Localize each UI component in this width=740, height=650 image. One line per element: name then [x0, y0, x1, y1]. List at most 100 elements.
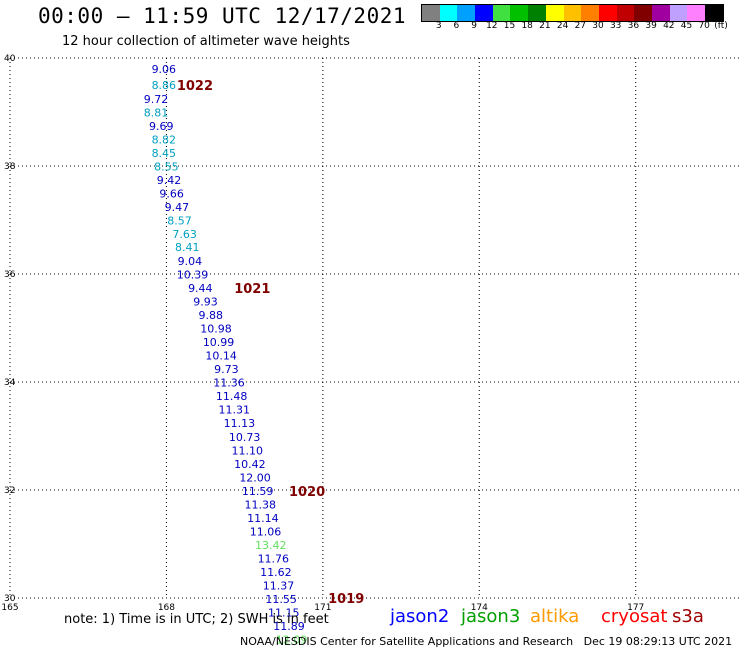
- scale-label: 39: [645, 21, 657, 31]
- scale-label: 15: [503, 21, 516, 31]
- wave-height-label: 8.57: [167, 215, 192, 228]
- wave-height-label: 9.47: [165, 201, 190, 214]
- wave-height-label: 8.45: [152, 147, 177, 160]
- scale-label: 45: [680, 21, 693, 31]
- wave-height-label: 10.73: [229, 431, 261, 444]
- chart-subtitle: 12 hour collection of altimeter wave hei…: [62, 34, 350, 49]
- wave-height-label: 10.99: [203, 336, 235, 349]
- y-tick-label: 40: [4, 54, 16, 64]
- color-scale-labels: 3 6 9 12 15 18 21 24 27 30 33 36 39 42 45 70 (ft): [421, 21, 740, 33]
- wave-height-label: 11.55: [265, 593, 297, 606]
- wave-height-label: 11.38: [245, 499, 277, 512]
- wave-height-label: 8.55: [154, 161, 179, 174]
- wave-height-label: 11.31: [218, 404, 250, 417]
- wave-height-label: 10.39: [177, 269, 209, 282]
- wave-height-label: 11.89: [273, 620, 305, 633]
- scale-swatch: [510, 5, 529, 21]
- scale-label: 9: [471, 21, 477, 31]
- scale-label: 12: [486, 21, 498, 31]
- wave-height-label: 9.44: [188, 282, 213, 295]
- scale-swatch: [475, 5, 493, 21]
- wave-height-label: 9.04: [178, 255, 203, 268]
- scale-swatch: [528, 5, 546, 21]
- x-tick-label: 174: [471, 603, 488, 613]
- scale-label: 18: [521, 21, 533, 31]
- scale-swatch: [634, 5, 652, 21]
- y-tick-label: 30: [4, 594, 16, 604]
- x-tick-label: 177: [627, 603, 644, 613]
- scale-unit: (ft): [714, 21, 728, 31]
- satellite-legend-item: s3a: [672, 606, 704, 627]
- wave-height-label: 7.63: [172, 228, 197, 241]
- wave-height-label: 10.42: [234, 458, 266, 471]
- wave-height-label: 13.42: [255, 539, 287, 552]
- scale-swatch: [492, 5, 511, 21]
- satellite-legend-item: altika: [530, 606, 580, 627]
- y-tick-label: 36: [4, 270, 16, 280]
- wave-height-label: 8.86: [152, 79, 177, 92]
- y-tick-label: 34: [4, 378, 16, 388]
- wave-height-label: 9.72: [144, 93, 169, 106]
- scale-label: 30: [592, 21, 604, 31]
- time-marker-label: 1022: [177, 79, 213, 94]
- scale-swatch: [439, 5, 458, 21]
- credit-line: NOAA/NESDIS Center for Satellite Applica…: [240, 635, 733, 648]
- wave-height-label: 11.76: [258, 553, 290, 566]
- x-tick-label: 165: [1, 603, 18, 613]
- scale-swatch: [651, 5, 670, 21]
- wave-height-label: 11.14: [247, 512, 279, 525]
- wave-height-label: 10.14: [205, 350, 237, 363]
- scale-swatch: [545, 5, 564, 21]
- wave-height-label: 12.09: [276, 634, 308, 647]
- scale-label: 24: [556, 21, 569, 31]
- scale-label: 70: [698, 21, 710, 31]
- time-marker-label: 1021: [234, 282, 270, 297]
- scale-swatch: [422, 5, 440, 21]
- wave-height-label: 8.41: [175, 241, 200, 254]
- scale-label: 21: [539, 21, 551, 31]
- scale-swatch: [669, 5, 688, 21]
- x-tick-label: 168: [158, 603, 175, 613]
- scale-label: 33: [609, 21, 622, 31]
- footnote: note: 1) Time is in UTC; 2) SWH is in fe…: [64, 612, 329, 627]
- wave-height-label: 10.98: [200, 323, 232, 336]
- y-tick-label: 38: [4, 162, 16, 172]
- satellite-legend-item: cryosat: [601, 606, 668, 627]
- y-tick-label: 32: [4, 486, 15, 496]
- time-marker-label: 1020: [289, 485, 325, 500]
- scale-swatch: [705, 5, 723, 21]
- wave-height-label: 11.48: [216, 390, 248, 403]
- satellite-legend-item: jason2: [390, 606, 450, 627]
- wave-height-label: 9.66: [159, 188, 184, 201]
- wave-height-label: 9.69: [149, 120, 174, 133]
- scale-swatch: [598, 5, 617, 21]
- scale-swatch: [563, 5, 582, 21]
- scale-label: 27: [574, 21, 587, 31]
- wave-height-label: 9.93: [193, 296, 218, 309]
- wave-height-label: 8.82: [152, 134, 177, 147]
- chart-title: 00:00 – 11:59 UTC 12/17/2021: [38, 4, 407, 28]
- scale-swatch: [687, 5, 705, 21]
- wave-height-label: 8.81: [144, 107, 169, 120]
- scale-swatch: [616, 5, 635, 21]
- color-scale-bar: [421, 4, 724, 22]
- scale-label: 3: [435, 21, 442, 31]
- scale-swatch: [581, 5, 599, 21]
- wave-height-label: 11.59: [242, 485, 274, 498]
- time-marker-label: 1019: [328, 592, 364, 607]
- wave-height-label: 11.10: [232, 445, 264, 458]
- wave-height-label: 11.62: [260, 566, 292, 579]
- wave-height-label: 9.42: [157, 174, 182, 187]
- x-tick-label: 171: [314, 603, 331, 613]
- wave-height-label: 12.00: [239, 472, 271, 485]
- wave-height-label: 9.88: [199, 309, 224, 322]
- scale-label: 42: [663, 21, 675, 31]
- wave-height-label: 11.13: [224, 417, 256, 430]
- satellite-legend-item: jason3: [461, 606, 521, 627]
- wave-height-label: 11.15: [268, 607, 300, 620]
- scale-label: 36: [627, 21, 640, 31]
- wave-height-label: 11.37: [263, 580, 295, 593]
- wave-height-label: 9.73: [214, 363, 239, 376]
- wave-height-label: 11.36: [213, 377, 245, 390]
